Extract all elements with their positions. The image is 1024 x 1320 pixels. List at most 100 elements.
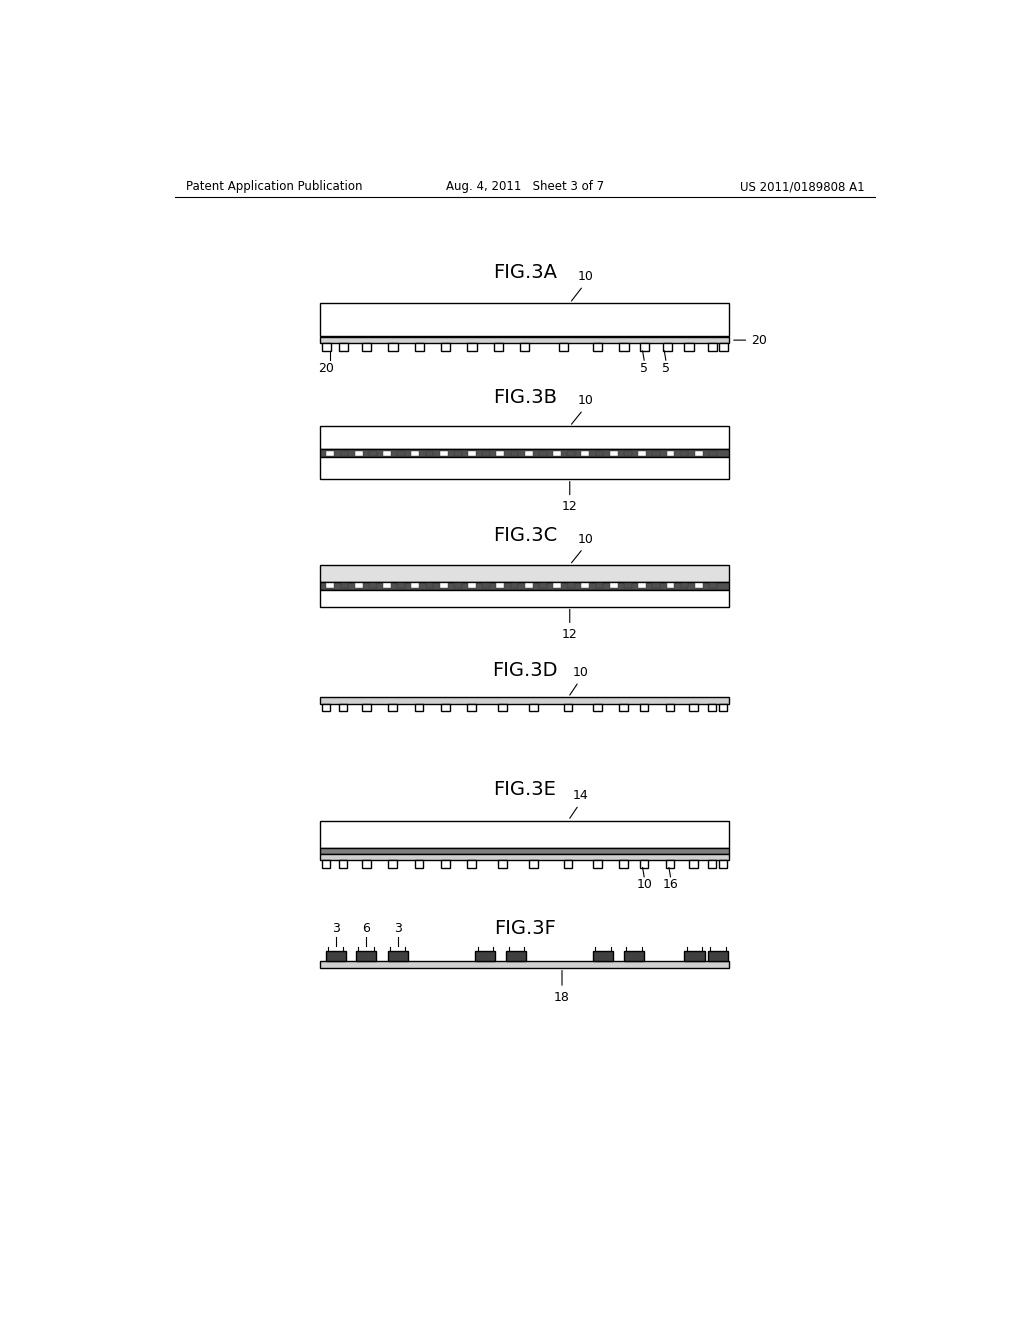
Bar [719,704,727,711]
Text: 3: 3 [332,923,340,936]
Bar [666,704,675,711]
Bar [441,704,450,711]
Bar [640,859,648,867]
Bar [681,583,688,589]
Bar [539,583,547,589]
Bar [708,343,717,351]
Bar [620,859,628,867]
Bar [499,704,507,711]
Bar [582,583,589,589]
Text: 12: 12 [562,610,578,642]
Bar [567,583,575,589]
Bar [439,583,447,589]
Bar [454,450,462,455]
Bar [354,450,362,455]
Text: 3: 3 [394,923,401,936]
Bar [681,450,688,455]
Bar [341,583,348,589]
Text: Aug. 4, 2011   Sheet 3 of 7: Aug. 4, 2011 Sheet 3 of 7 [445,181,604,194]
Text: 16: 16 [663,878,678,891]
Bar [415,704,423,711]
Text: Patent Application Publication: Patent Application Publication [186,181,362,194]
Bar [467,343,477,351]
Bar [321,337,729,343]
Text: FIG.3A: FIG.3A [493,263,557,282]
Bar [719,343,728,351]
Bar [494,343,503,351]
Bar [529,859,538,867]
Bar [524,583,532,589]
Bar [499,859,507,867]
Text: FIG.3C: FIG.3C [493,527,557,545]
Bar [708,704,716,711]
Bar [596,450,603,455]
Bar [369,583,377,589]
Text: US 2011/0189808 A1: US 2011/0189808 A1 [739,181,864,194]
Bar [397,450,406,455]
Text: 10: 10 [569,665,589,696]
Bar [327,583,334,589]
Bar [341,450,348,455]
Bar [553,450,561,455]
Bar [362,704,371,711]
Bar [362,859,371,867]
Bar [321,565,729,582]
Bar [582,450,589,455]
Bar [638,450,646,455]
Text: FIG.3B: FIG.3B [493,388,557,407]
Bar [321,449,729,457]
Bar [553,583,561,589]
Bar [426,450,433,455]
Bar [339,704,347,711]
Bar [684,950,705,961]
Bar [539,450,547,455]
Bar [454,583,462,589]
Bar [709,450,717,455]
Bar [610,583,617,589]
Bar [322,859,331,867]
Bar [593,343,602,351]
Bar [482,450,490,455]
Bar [666,859,675,867]
Bar [475,950,496,961]
Bar [369,450,377,455]
Text: 20: 20 [734,334,767,347]
Bar [593,859,601,867]
Bar [708,859,716,867]
Bar [482,583,490,589]
Bar [719,859,727,867]
Bar [321,697,729,704]
Bar [388,704,397,711]
Bar [506,950,526,961]
Bar [563,859,572,867]
Bar [467,704,476,711]
Text: 18: 18 [554,970,570,1003]
Bar [593,950,613,961]
Bar [321,854,729,859]
Text: FIG.3D: FIG.3D [493,661,557,680]
Bar [321,849,729,854]
Bar [412,583,419,589]
Bar [426,583,433,589]
Bar [356,950,376,961]
Bar [520,343,529,351]
Bar [339,343,348,351]
Bar [321,426,729,449]
Text: 10: 10 [571,533,593,562]
Bar [326,950,346,961]
Bar [511,450,518,455]
Text: 10: 10 [636,878,652,891]
Bar [362,343,372,351]
Bar [610,450,617,455]
Text: 10: 10 [571,395,593,424]
Bar [640,343,649,351]
Bar [321,590,729,607]
Bar [624,450,632,455]
Bar [321,821,729,849]
Bar [321,582,729,590]
Bar [441,343,451,351]
Bar [624,950,644,961]
Bar [563,704,572,711]
Bar [529,704,538,711]
Bar [596,583,603,589]
